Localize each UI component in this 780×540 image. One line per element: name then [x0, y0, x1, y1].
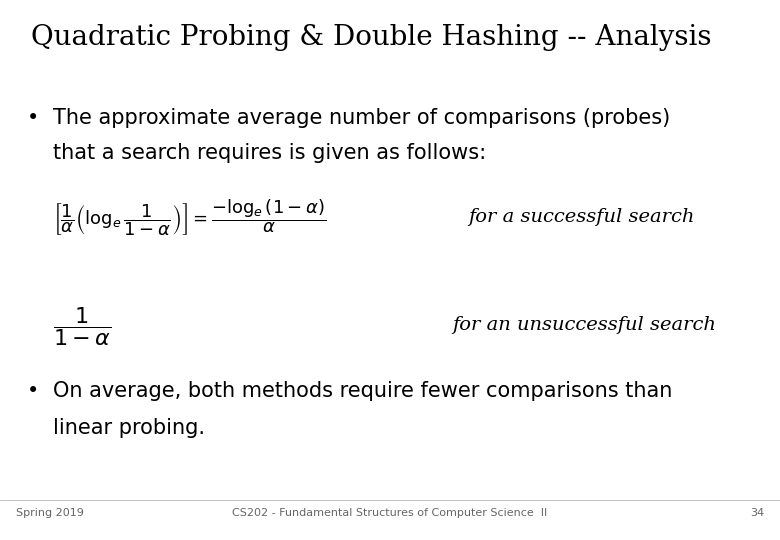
- Text: Quadratic Probing & Double Hashing -- Analysis: Quadratic Probing & Double Hashing -- An…: [31, 24, 711, 51]
- Text: CS202 - Fundamental Structures of Computer Science  II: CS202 - Fundamental Structures of Comput…: [232, 508, 548, 518]
- Text: 34: 34: [750, 508, 764, 518]
- Text: •: •: [27, 381, 40, 401]
- Text: Spring 2019: Spring 2019: [16, 508, 83, 518]
- Text: The approximate average number of comparisons (probes): The approximate average number of compar…: [53, 108, 670, 128]
- Text: linear probing.: linear probing.: [53, 418, 205, 438]
- Text: that a search requires is given as follows:: that a search requires is given as follo…: [53, 143, 486, 163]
- Text: for a successful search: for a successful search: [468, 208, 694, 226]
- Text: •: •: [27, 108, 40, 128]
- Text: for an unsuccessful search: for an unsuccessful search: [452, 316, 716, 334]
- Text: $\dfrac{1}{1-\alpha}$: $\dfrac{1}{1-\alpha}$: [53, 305, 112, 348]
- Text: $\left[\dfrac{1}{\alpha}\left(\log_e\dfrac{1}{1-\alpha}\right)\right]=\dfrac{-\l: $\left[\dfrac{1}{\alpha}\left(\log_e\dfr…: [53, 197, 327, 238]
- Text: On average, both methods require fewer comparisons than: On average, both methods require fewer c…: [53, 381, 672, 401]
